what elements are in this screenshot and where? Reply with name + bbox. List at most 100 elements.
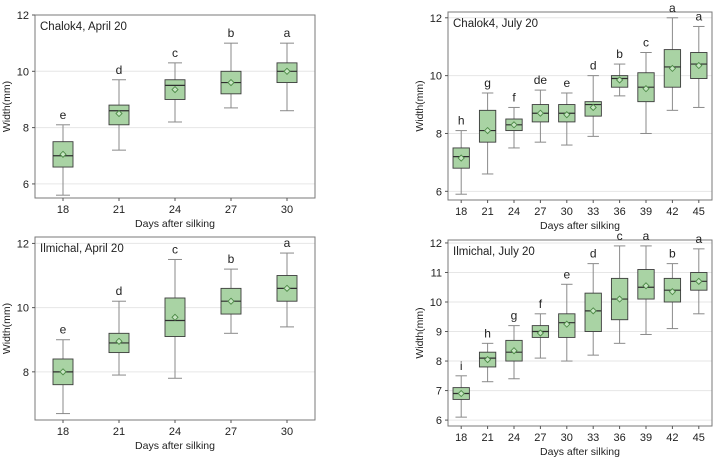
x-tick-label: 24 bbox=[508, 432, 520, 444]
x-tick-label: 36 bbox=[613, 432, 625, 444]
mean-marker bbox=[668, 64, 677, 73]
significance-letter: e bbox=[60, 323, 67, 337]
y-tick-label: 8 bbox=[436, 356, 442, 368]
significance-letter: c bbox=[172, 242, 178, 256]
significance-letter: e bbox=[60, 108, 67, 122]
y-axis-label: Width(mm) bbox=[414, 80, 426, 131]
mean-marker bbox=[668, 288, 677, 296]
significance-letter: e bbox=[563, 76, 570, 90]
x-tick-label: 45 bbox=[693, 206, 705, 218]
mean-marker bbox=[536, 329, 545, 337]
x-tick-label: 21 bbox=[113, 426, 125, 438]
mean-marker bbox=[536, 109, 545, 117]
x-tick-label: 30 bbox=[561, 206, 573, 218]
significance-letter: a bbox=[643, 229, 650, 243]
y-tick-label: 12 bbox=[17, 10, 29, 22]
y-tick-label: 10 bbox=[17, 66, 29, 78]
significance-letter: a bbox=[284, 26, 291, 40]
significance-letter: a bbox=[284, 236, 291, 250]
significance-letter: a bbox=[695, 232, 702, 246]
significance-letter: b bbox=[228, 252, 235, 266]
mean-marker bbox=[563, 320, 571, 328]
mean-marker bbox=[589, 307, 597, 315]
x-tick-label: 21 bbox=[113, 204, 125, 216]
x-tick-label: 45 bbox=[693, 432, 705, 444]
mean-marker bbox=[563, 111, 571, 119]
x-tick-label: 39 bbox=[640, 432, 652, 444]
mean-marker bbox=[59, 150, 67, 158]
mean-marker bbox=[615, 295, 624, 303]
significance-letter: b bbox=[616, 47, 623, 61]
chart-ilmichal-july: 6 7 8 9 10 11 12 18 21 24 27 30 33 36 39 42 45 Days after… bbox=[414, 229, 713, 458]
significance-letter: h bbox=[458, 114, 465, 128]
chart-title: Ilmichal, April 20 bbox=[40, 243, 124, 255]
x-tick-label: 21 bbox=[481, 206, 493, 218]
x-tick-label: 24 bbox=[169, 204, 181, 216]
y-tick-label: 6 bbox=[23, 179, 29, 191]
plot-frame bbox=[447, 239, 713, 427]
mean-marker bbox=[695, 277, 703, 285]
x-tick-label: 30 bbox=[281, 204, 293, 216]
x-tick-label: 27 bbox=[534, 206, 546, 218]
significance-letter: c bbox=[643, 35, 649, 49]
significance-letter: f bbox=[539, 297, 543, 311]
mean-marker bbox=[589, 103, 597, 112]
y-tick-label: 12 bbox=[430, 13, 442, 25]
significance-letter: i bbox=[460, 359, 463, 373]
mean-marker bbox=[695, 61, 703, 70]
x-tick-label: 18 bbox=[455, 432, 467, 444]
x-axis-label: Days after silking bbox=[135, 218, 215, 230]
x-tick-label: 33 bbox=[587, 206, 599, 218]
y-tick-label: 10 bbox=[17, 303, 29, 315]
significance-letter: b bbox=[669, 247, 676, 261]
x-axis-label: Days after silking bbox=[540, 446, 620, 458]
x-tick-label: 39 bbox=[640, 206, 652, 218]
significance-letter: b bbox=[228, 26, 235, 40]
y-tick-label: 6 bbox=[436, 415, 442, 427]
mean-marker bbox=[59, 368, 67, 376]
mean-marker bbox=[457, 154, 465, 162]
significance-letter: de bbox=[534, 73, 548, 87]
mean-marker bbox=[227, 297, 235, 305]
mean-marker bbox=[642, 282, 650, 290]
significance-letter: d bbox=[590, 247, 597, 261]
significance-letter: a bbox=[669, 1, 676, 15]
mean-marker bbox=[642, 85, 650, 93]
mean-marker bbox=[615, 76, 624, 84]
mean-marker bbox=[227, 78, 235, 87]
mean-marker bbox=[283, 67, 291, 75]
x-axis-label: Days after silking bbox=[135, 440, 215, 452]
plot-frame bbox=[447, 11, 713, 201]
x-tick-label: 24 bbox=[169, 426, 181, 438]
mean-marker bbox=[171, 85, 179, 94]
x-tick-label: 24 bbox=[508, 206, 520, 218]
x-tick-label: 33 bbox=[587, 432, 599, 444]
y-axis-label: Width(mm) bbox=[1, 81, 13, 132]
x-axis-label: Days after silking bbox=[540, 220, 620, 232]
mean-marker bbox=[115, 109, 123, 118]
y-tick-label: 10 bbox=[430, 297, 442, 309]
y-tick-label: 10 bbox=[430, 71, 442, 83]
mean-marker bbox=[457, 389, 465, 398]
significance-letter: d bbox=[116, 284, 123, 298]
significance-letter: c bbox=[617, 229, 623, 243]
significance-letter: c bbox=[172, 46, 178, 60]
significance-letter: e bbox=[563, 267, 570, 281]
significance-letter: d bbox=[590, 59, 597, 73]
significance-letter: f bbox=[512, 90, 516, 104]
y-axis-label: Width(mm) bbox=[1, 303, 13, 354]
mean-marker bbox=[115, 337, 123, 345]
y-tick-label: 8 bbox=[436, 128, 442, 140]
significance-letter: g bbox=[511, 309, 518, 323]
chart-ilmichal-april: 8 10 12 18 21 24 27 30 Days after silking Width(m… bbox=[1, 236, 316, 452]
significance-letter: g bbox=[484, 76, 491, 90]
significance-letter: h bbox=[484, 326, 491, 340]
y-tick-label: 8 bbox=[23, 123, 29, 135]
chart-chalok4-april: 6 8 10 12 18 21 24 27 30 Days after silking Width(… bbox=[1, 10, 316, 230]
significance-letter: d bbox=[116, 63, 123, 77]
chart-title: Chalok4, April 20 bbox=[40, 21, 127, 33]
y-tick-label: 12 bbox=[430, 238, 442, 250]
x-tick-label: 42 bbox=[666, 432, 678, 444]
y-tick-label: 7 bbox=[436, 386, 442, 398]
